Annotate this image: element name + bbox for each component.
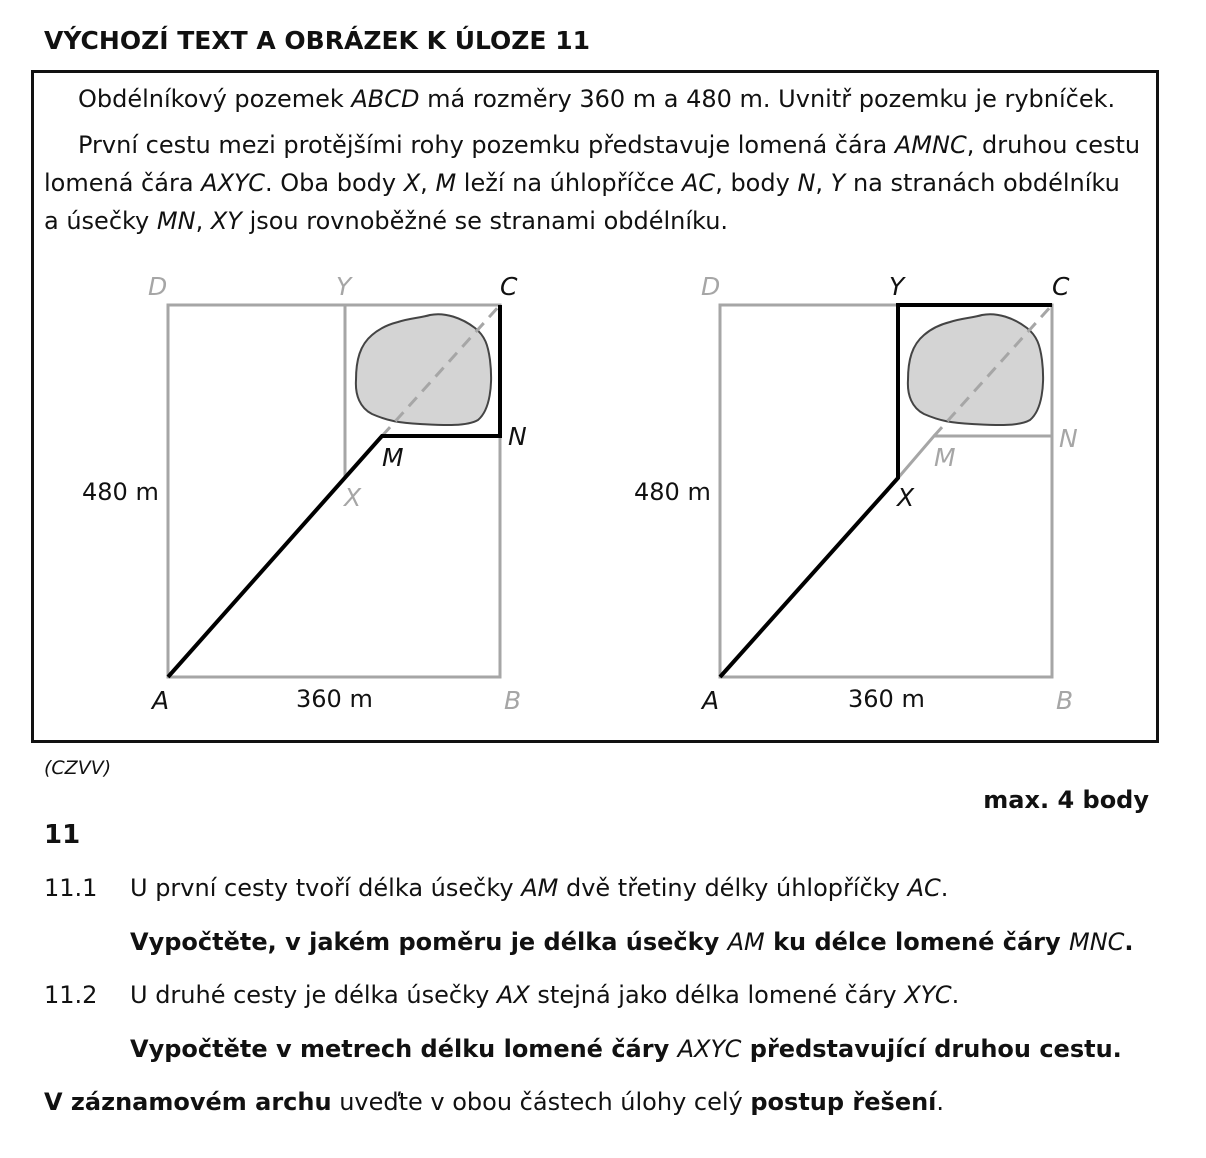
text-run: leží na úhlopříčce (456, 169, 682, 197)
text-run: X (403, 169, 421, 197)
text-run: . Oba body (265, 169, 404, 197)
label-height: 480 m (634, 478, 711, 506)
intro-paragraph-2-line-1: První cestu mezi protějšími rohy pozemku… (78, 126, 1140, 164)
text-run: , druhou cestu (966, 131, 1141, 159)
text-run: M (435, 169, 457, 197)
text-run: . (940, 874, 949, 902)
text-run: MNC (1069, 928, 1125, 956)
plot-rectangle (166, 303, 502, 679)
diagonal-dashed (380, 303, 502, 438)
label-c: C (1052, 272, 1070, 301)
text-run: a úsečky (44, 207, 157, 235)
intro-paragraph-1: Obdélníkový pozemek ABCD má rozměry 360 … (78, 80, 1115, 118)
text-run: lomená čára (44, 169, 202, 197)
subtask-instruction: Vypočtěte v metrech délku lomené čáry AX… (130, 1035, 1122, 1063)
text-run: AM (521, 874, 559, 902)
text-run: Vypočtěte, v jakém poměru je délka úsečk… (130, 928, 728, 956)
footer-instruction: V záznamovém archu uveďte v obou částech… (44, 1088, 944, 1116)
text-run: AX (496, 981, 530, 1009)
label-d: D (701, 272, 721, 301)
label-m: M (382, 443, 404, 472)
text-run: na stranách obdélníku (845, 169, 1120, 197)
text-run: MN (156, 207, 196, 235)
pond-shape (354, 313, 493, 427)
text-run: uveďte v obou částech úlohy celý (331, 1088, 751, 1116)
text-run: Obdélníkový pozemek (78, 85, 352, 113)
path-amnc (166, 305, 502, 679)
text-run: stejná jako délka lomené čáry (529, 981, 905, 1009)
text-run: N (797, 169, 816, 197)
text-run: , (815, 169, 831, 197)
label-c: C (500, 272, 518, 301)
text-run: , body (715, 169, 798, 197)
text-run: , (195, 207, 211, 235)
label-b: B (504, 686, 522, 715)
text-run: U první cesty tvoří délka úsečky (130, 874, 522, 902)
text-run: ABCD (351, 85, 420, 113)
text-run: . (1124, 928, 1134, 956)
label-m: M (934, 443, 956, 472)
label-a: A (152, 686, 170, 715)
label-width: 360 m (296, 685, 373, 713)
label-b: B (1056, 686, 1074, 715)
text-run: V záznamovém archu (44, 1088, 332, 1116)
text-run: AXYC (677, 1035, 742, 1063)
subtask-text: U druhé cesty je délka úsečky AX stejná … (130, 981, 959, 1009)
label-x: X (344, 483, 362, 512)
text-run: ku délce lomené čáry (764, 928, 1069, 956)
text-run: U druhé cesty je délka úsečky (130, 981, 497, 1009)
label-a: A (702, 686, 720, 715)
source-note: (CZVV) (44, 757, 112, 779)
label-width: 360 m (848, 685, 925, 713)
figure-right (718, 303, 1054, 679)
text-run: , (420, 169, 436, 197)
text-run: . (951, 981, 960, 1009)
segment-xmn (896, 434, 1052, 479)
text-run: XYC (904, 981, 952, 1009)
task-number: 11 (44, 820, 81, 850)
label-height: 480 m (82, 478, 159, 506)
text-run: AXYC (201, 169, 266, 197)
subtask-instruction: Vypočtěte, v jakém poměru je délka úsečk… (130, 928, 1134, 956)
text-run: představující druhou cestu. (741, 1035, 1122, 1063)
figures-svg (166, 303, 1054, 679)
path-axyc (718, 303, 1052, 679)
text-run: AMNC (894, 131, 967, 159)
text-run: AC (682, 169, 716, 197)
text-run: AC (907, 874, 941, 902)
figure-left (166, 303, 502, 679)
max-points: max. 4 body (983, 786, 1149, 814)
plot-rectangle (718, 303, 1054, 679)
text-run: První cestu mezi protějšími rohy pozemku… (78, 131, 895, 159)
text-run: dvě třetiny délky úhlopříčky (558, 874, 908, 902)
diagonal-dashed (932, 303, 1054, 438)
text-run: Y (830, 169, 846, 197)
label-n: N (1059, 424, 1078, 453)
section-heading: VÝCHOZÍ TEXT A OBRÁZEK K ÚLOZE 11 (44, 26, 590, 55)
text-run: . (936, 1088, 945, 1116)
label-d: D (148, 272, 168, 301)
subtask-number: 11.2 (44, 981, 98, 1009)
label-n: N (508, 422, 527, 451)
label-x: X (897, 483, 915, 512)
source-frame (31, 70, 1159, 743)
pond-shape (906, 313, 1045, 427)
text-run: XY (210, 207, 242, 235)
label-y: Y (889, 272, 905, 301)
label-y: Y (336, 272, 352, 301)
text-run: postup řešení (750, 1088, 937, 1116)
subtask-text: U první cesty tvoří délka úsečky AM dvě … (130, 874, 948, 902)
intro-paragraph-2-line-3: a úsečky MN, XY jsou rovnoběžné se stran… (44, 202, 728, 240)
text-run: má rozměry 360 m a 480 m. Uvnitř pozemku… (419, 85, 1116, 113)
text-run: Vypočtěte v metrech délku lomené čáry (130, 1035, 678, 1063)
text-run: jsou rovnoběžné se stranami obdélníku. (241, 207, 729, 235)
subtask-number: 11.1 (44, 874, 98, 902)
text-run: AM (727, 928, 765, 956)
intro-paragraph-2-line-2: lomená čára AXYC. Oba body X, M leží na … (44, 164, 1120, 202)
